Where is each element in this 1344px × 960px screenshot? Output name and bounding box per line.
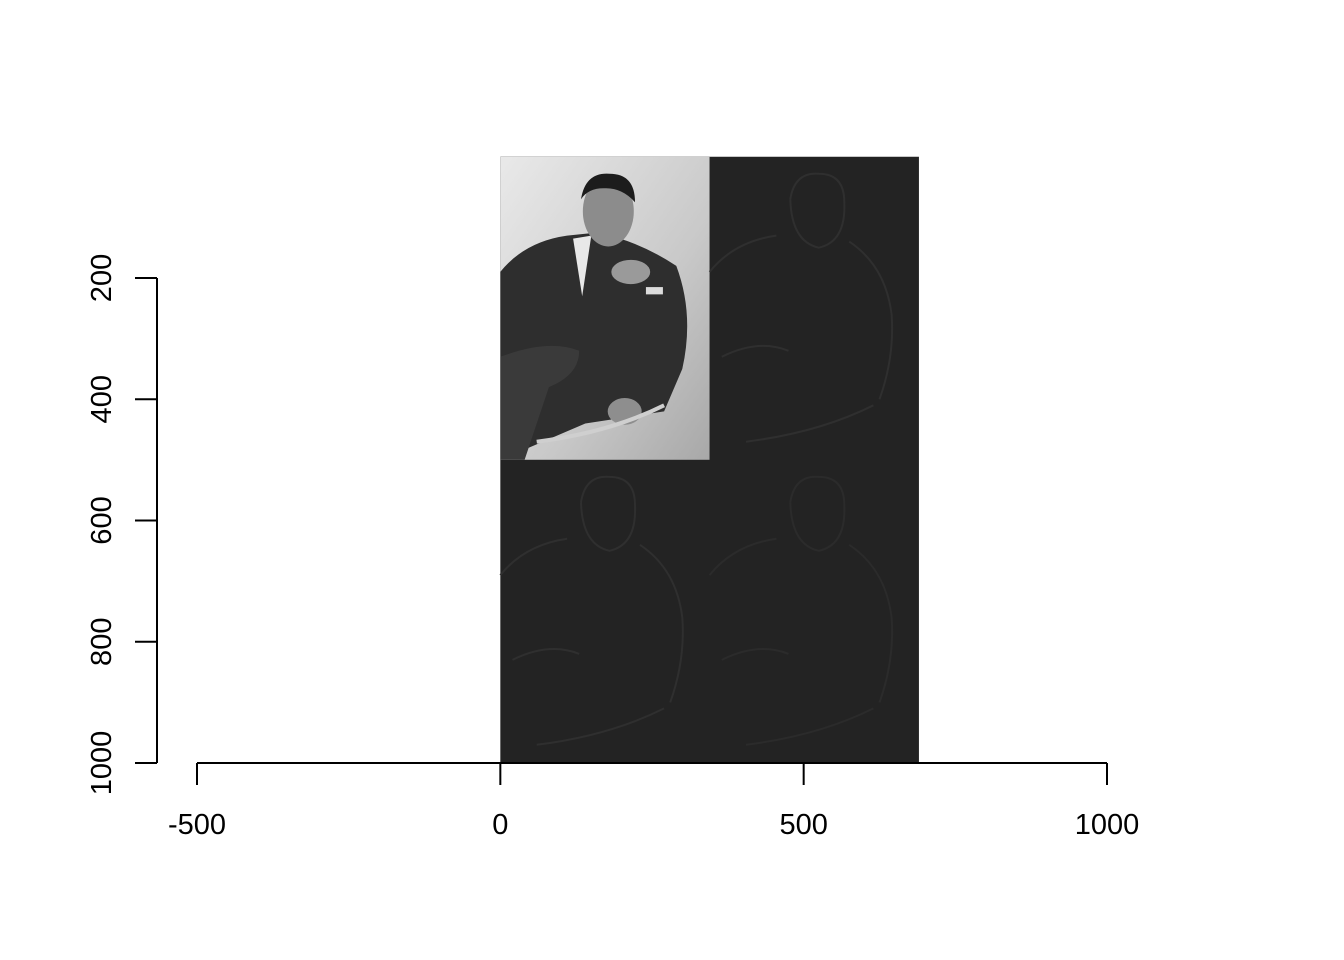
image-raster (499, 156, 919, 763)
detail-head-edge (789, 172, 846, 249)
chair-ring (536, 403, 665, 444)
detail-head-edge (789, 475, 846, 552)
panel-horizontal-detail (708, 172, 894, 443)
y-tick-label: 200 (86, 254, 118, 302)
y-tick-label: 800 (86, 618, 118, 666)
face-shape (582, 176, 634, 247)
hair-shape (581, 173, 635, 203)
x-tick-label: -500 (168, 809, 226, 841)
hand-shape (611, 259, 651, 285)
panel-diagonal-detail (708, 475, 894, 746)
detail-leg-edge (721, 648, 874, 746)
panel-vertical-detail (499, 475, 684, 746)
x-tick-label: 500 (779, 809, 827, 841)
leg-shape (500, 345, 580, 460)
cuff-shape (645, 287, 663, 295)
panel-original-photo (500, 156, 710, 460)
y-tick-label: 600 (86, 496, 118, 544)
detail-body-edge (499, 537, 684, 703)
detail-body-edge (708, 234, 894, 400)
y-tick-label: 1000 (86, 731, 118, 796)
axes: -500 0 500 1000 200 400 600 800 1000 (86, 254, 1139, 841)
detail-leg-edge (512, 648, 665, 746)
x-tick-label: 0 (492, 809, 508, 841)
detail-leg-edge (721, 344, 874, 443)
detail-head-edge (580, 475, 637, 552)
x-tick-label: 1000 (1075, 809, 1140, 841)
detail-body-edge (708, 537, 894, 703)
shirt-shape (573, 235, 592, 297)
suit-shape (500, 232, 688, 460)
y-tick-label: 400 (86, 375, 118, 423)
